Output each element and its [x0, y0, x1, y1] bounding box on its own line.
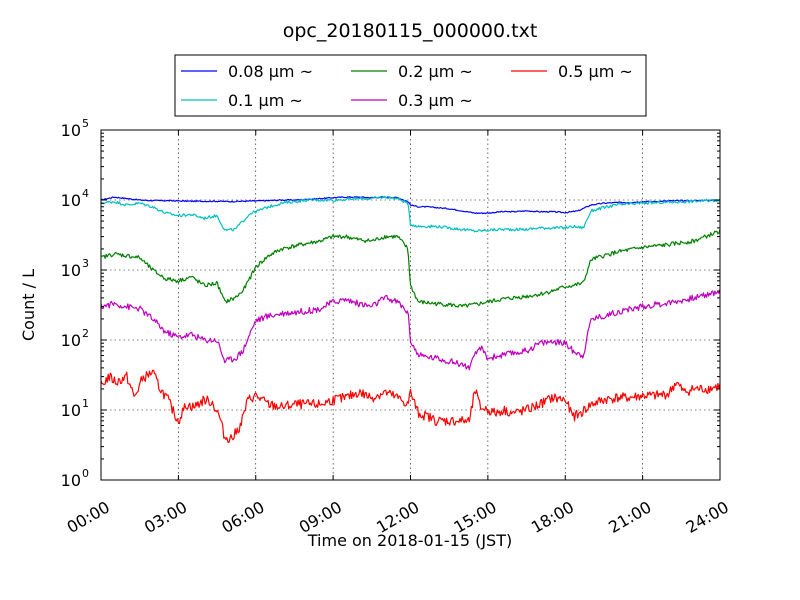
legend-label: 0.1 μm ~	[228, 91, 303, 110]
y-tick-base: 10	[61, 401, 81, 420]
y-tick-label: 10 1	[61, 397, 89, 420]
y-tick-label: 10 4	[61, 187, 89, 210]
series-line-0	[100, 196, 721, 215]
series-line-2	[100, 229, 721, 308]
y-tick-base: 10	[61, 331, 81, 350]
legend-label: 0.5 μm ~	[558, 62, 633, 81]
y-tick-exponent: 1	[82, 397, 89, 410]
y-tick-exponent: 2	[82, 327, 89, 340]
legend-label: 0.08 μm ~	[228, 62, 313, 81]
y-tick-exponent: 0	[82, 467, 89, 480]
legend-entry: 0.2 μm ~	[351, 62, 473, 81]
series-line-4	[100, 369, 721, 444]
legend-entry: 0.5 μm ~	[511, 62, 633, 81]
y-tick-exponent: 5	[82, 117, 89, 130]
y-tick-exponent: 3	[82, 257, 89, 270]
series-line-3	[100, 288, 721, 371]
series-layer	[100, 195, 721, 444]
chart-title: opc_20180115_000000.txt	[283, 20, 538, 42]
y-tick-label: 10 3	[61, 257, 89, 280]
plot-frame	[100, 129, 721, 481]
legend-label: 0.3 μm ~	[398, 91, 473, 110]
legend-entry: 0.08 μm ~	[181, 62, 313, 81]
legend-box	[174, 54, 647, 117]
legend: 0.08 μm ~ 0.1 μm ~ 0.2 μm ~ 0.3 μm ~ 0.5 μm …	[174, 54, 647, 117]
y-tick-label: 10 2	[61, 327, 89, 350]
y-tick-exponent: 4	[82, 187, 89, 200]
y-tick-base: 10	[61, 121, 81, 140]
y-tick-label: 10 0	[61, 467, 89, 490]
x-axis-label: Time on 2018-01-15 (JST)	[307, 531, 512, 550]
y-tick-label: 10 5	[61, 117, 89, 140]
legend-entry: 0.3 μm ~	[351, 91, 473, 110]
legend-label: 0.2 μm ~	[398, 62, 473, 81]
legend-entry: 0.1 μm ~	[181, 91, 303, 110]
series-line-1	[100, 195, 721, 233]
y-axis-label: Count / L	[19, 269, 38, 341]
y-tick-base: 10	[61, 471, 81, 490]
y-tick-base: 10	[61, 191, 81, 210]
y-tick-base: 10	[61, 261, 81, 280]
